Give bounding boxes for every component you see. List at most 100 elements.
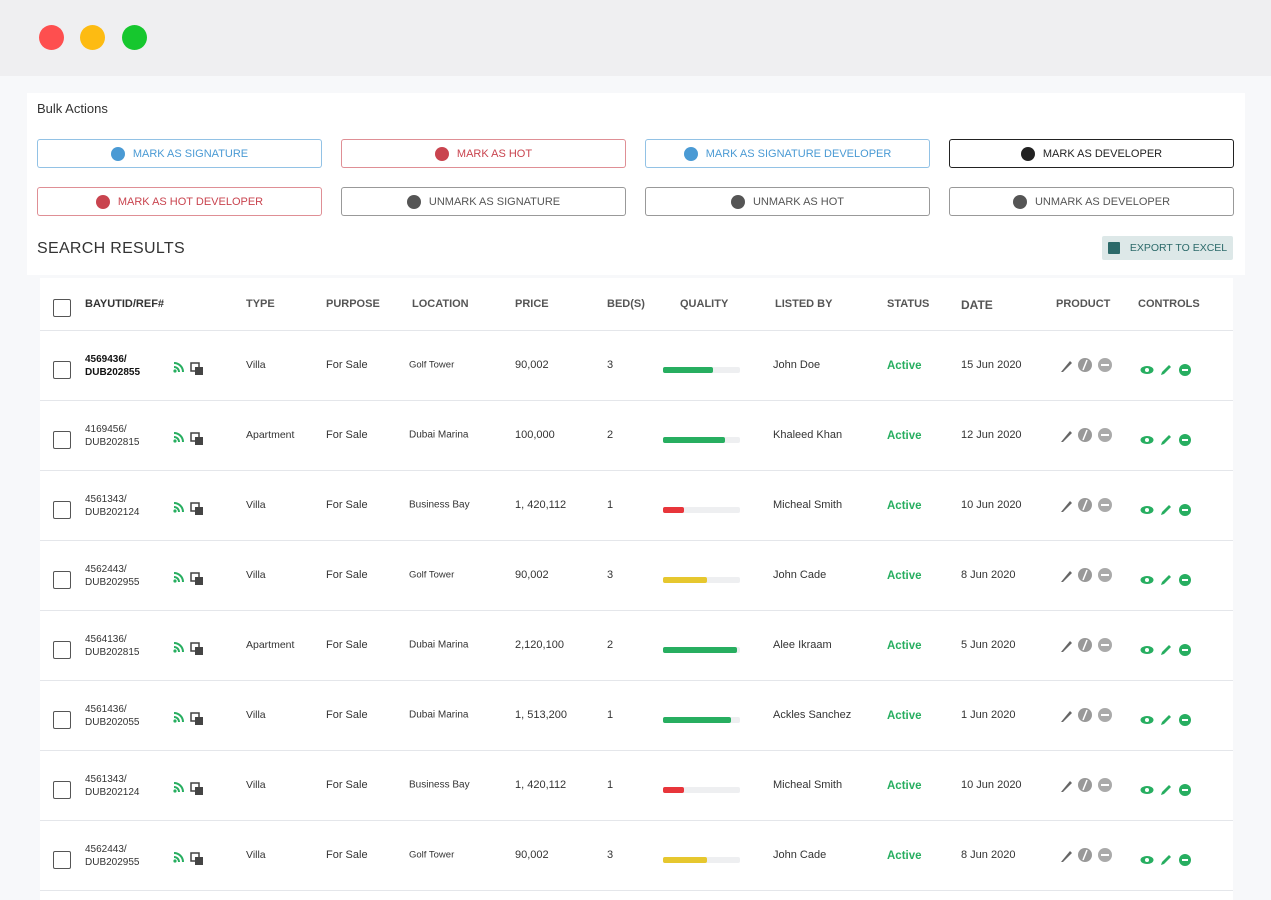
purpose: For Sale [326,499,368,511]
export-button[interactable]: EXPORT TO EXCEL [1102,236,1233,260]
remove-control[interactable] [1178,783,1192,797]
location: Dubai Marina [409,429,469,441]
view-control[interactable] [1140,433,1154,447]
select-all-checkbox[interactable] [53,299,71,317]
feed-icon [173,782,184,793]
status: Active [887,430,922,442]
listing-ref: DUB202955 [85,577,140,588]
view-control[interactable] [1140,783,1154,797]
quality-bar [663,437,725,443]
purpose: For Sale [326,849,368,861]
view-control[interactable] [1140,853,1154,867]
location: Dubai Marina [409,709,469,721]
beds: 2 [607,429,614,441]
row-checkbox[interactable] [53,501,71,519]
table-row: 4561436/DUB202055 Villa For Sale Dubai Mari… [40,681,1233,751]
table-header [40,278,1233,331]
row-checkbox[interactable] [53,431,71,449]
feed-icon [173,362,184,373]
table-row: 4569436/DUB202855 Villa For Sale Golf Tower… [40,331,1233,401]
feed-icon [173,642,184,653]
row-checkbox[interactable] [53,641,71,659]
beds: 1 [607,499,614,511]
hot-icon [1061,571,1072,582]
listing-id: 4569436/ [85,354,127,365]
listed-by: Alee Ikraam [773,639,832,651]
row-checkbox[interactable] [53,571,71,589]
quality-bar [663,647,737,653]
remove-control[interactable] [1178,573,1192,587]
quality-track [663,787,740,793]
remove-control[interactable] [1178,503,1192,517]
id-ref: 4561436/DUB202055 [85,703,139,729]
copy-icon [190,642,203,655]
quality-bar [663,577,707,583]
purpose: For Sale [326,569,368,581]
developer-icon [1098,568,1112,582]
row-checkbox[interactable] [53,711,71,729]
button-label: MARK AS SIGNATURE DEVELOPER [705,147,892,160]
status: Active [887,500,922,512]
edit-control[interactable] [1159,643,1173,657]
table-row: 4561343/DUB202124 Villa For Sale Business B… [40,751,1233,821]
edit-control[interactable] [1159,853,1173,867]
view-control[interactable] [1140,503,1154,517]
remove-control[interactable] [1178,363,1192,377]
edit-control[interactable] [1159,433,1173,447]
bulk-action-button[interactable]: MARK AS SIGNATURE DEVELOPER [645,139,930,168]
bulk-action-button[interactable]: MARK AS HOT [341,139,626,168]
remove-control[interactable] [1178,433,1192,447]
beds: 2 [607,639,614,651]
view-control[interactable] [1140,643,1154,657]
edit-control[interactable] [1159,573,1173,587]
button-icon [730,194,745,209]
feed-icon [173,852,184,863]
bulk-action-button[interactable]: MARK AS SIGNATURE [37,139,322,168]
listing-type: Villa [246,779,266,791]
button-icon [406,194,421,209]
listed-by: John Cade [773,849,827,861]
button-label: UNMARK AS HOT [752,195,845,208]
close-button[interactable] [39,25,64,50]
date: 1 Jun 2020 [961,709,1016,721]
bulk-actions-panel: Bulk Actions SEARCH RESULTS EXPORT TO EX… [27,93,1245,275]
listing-ref: DUB202124 [85,787,140,798]
listing-id: 4562443/ [85,564,127,575]
remove-control[interactable] [1178,853,1192,867]
bulk-action-button[interactable]: MARK AS DEVELOPER [949,139,1234,168]
row-checkbox[interactable] [53,361,71,379]
minimize-button[interactable] [80,25,105,50]
bulk-action-button[interactable]: MARK AS HOT DEVELOPER [37,187,322,216]
edit-control[interactable] [1159,363,1173,377]
edit-control[interactable] [1159,713,1173,727]
view-control[interactable] [1140,573,1154,587]
beds: 1 [607,779,614,791]
bulk-action-button[interactable]: UNMARK AS HOT [645,187,930,216]
view-control[interactable] [1140,363,1154,377]
status: Active [887,360,922,372]
price: 100,000 [515,429,555,441]
edit-control[interactable] [1159,503,1173,517]
listing-ref: DUB202955 [85,857,140,868]
maximize-button[interactable] [122,25,147,50]
listing-id: 4561343/ [85,494,127,505]
remove-control[interactable] [1178,713,1192,727]
column-header: PRODUCT [1056,298,1111,310]
quality-track [663,857,740,863]
bulk-action-button[interactable]: UNMARK AS DEVELOPER [949,187,1234,216]
price: 2,120,100 [515,639,564,651]
price: 1, 513,200 [515,709,567,721]
search-results-title: SEARCH RESULTS [37,240,185,257]
excel-icon [1107,242,1120,254]
button-icon [95,194,110,209]
row-checkbox[interactable] [53,781,71,799]
view-control[interactable] [1140,713,1154,727]
remove-control[interactable] [1178,643,1192,657]
developer-icon [1098,778,1112,792]
row-checkbox[interactable] [53,851,71,869]
edit-control[interactable] [1159,783,1173,797]
bulk-action-button[interactable]: UNMARK AS SIGNATURE [341,187,626,216]
date: 10 Jun 2020 [961,499,1022,511]
column-header: PURPOSE [326,298,380,310]
date: 10 Jun 2020 [961,779,1022,791]
